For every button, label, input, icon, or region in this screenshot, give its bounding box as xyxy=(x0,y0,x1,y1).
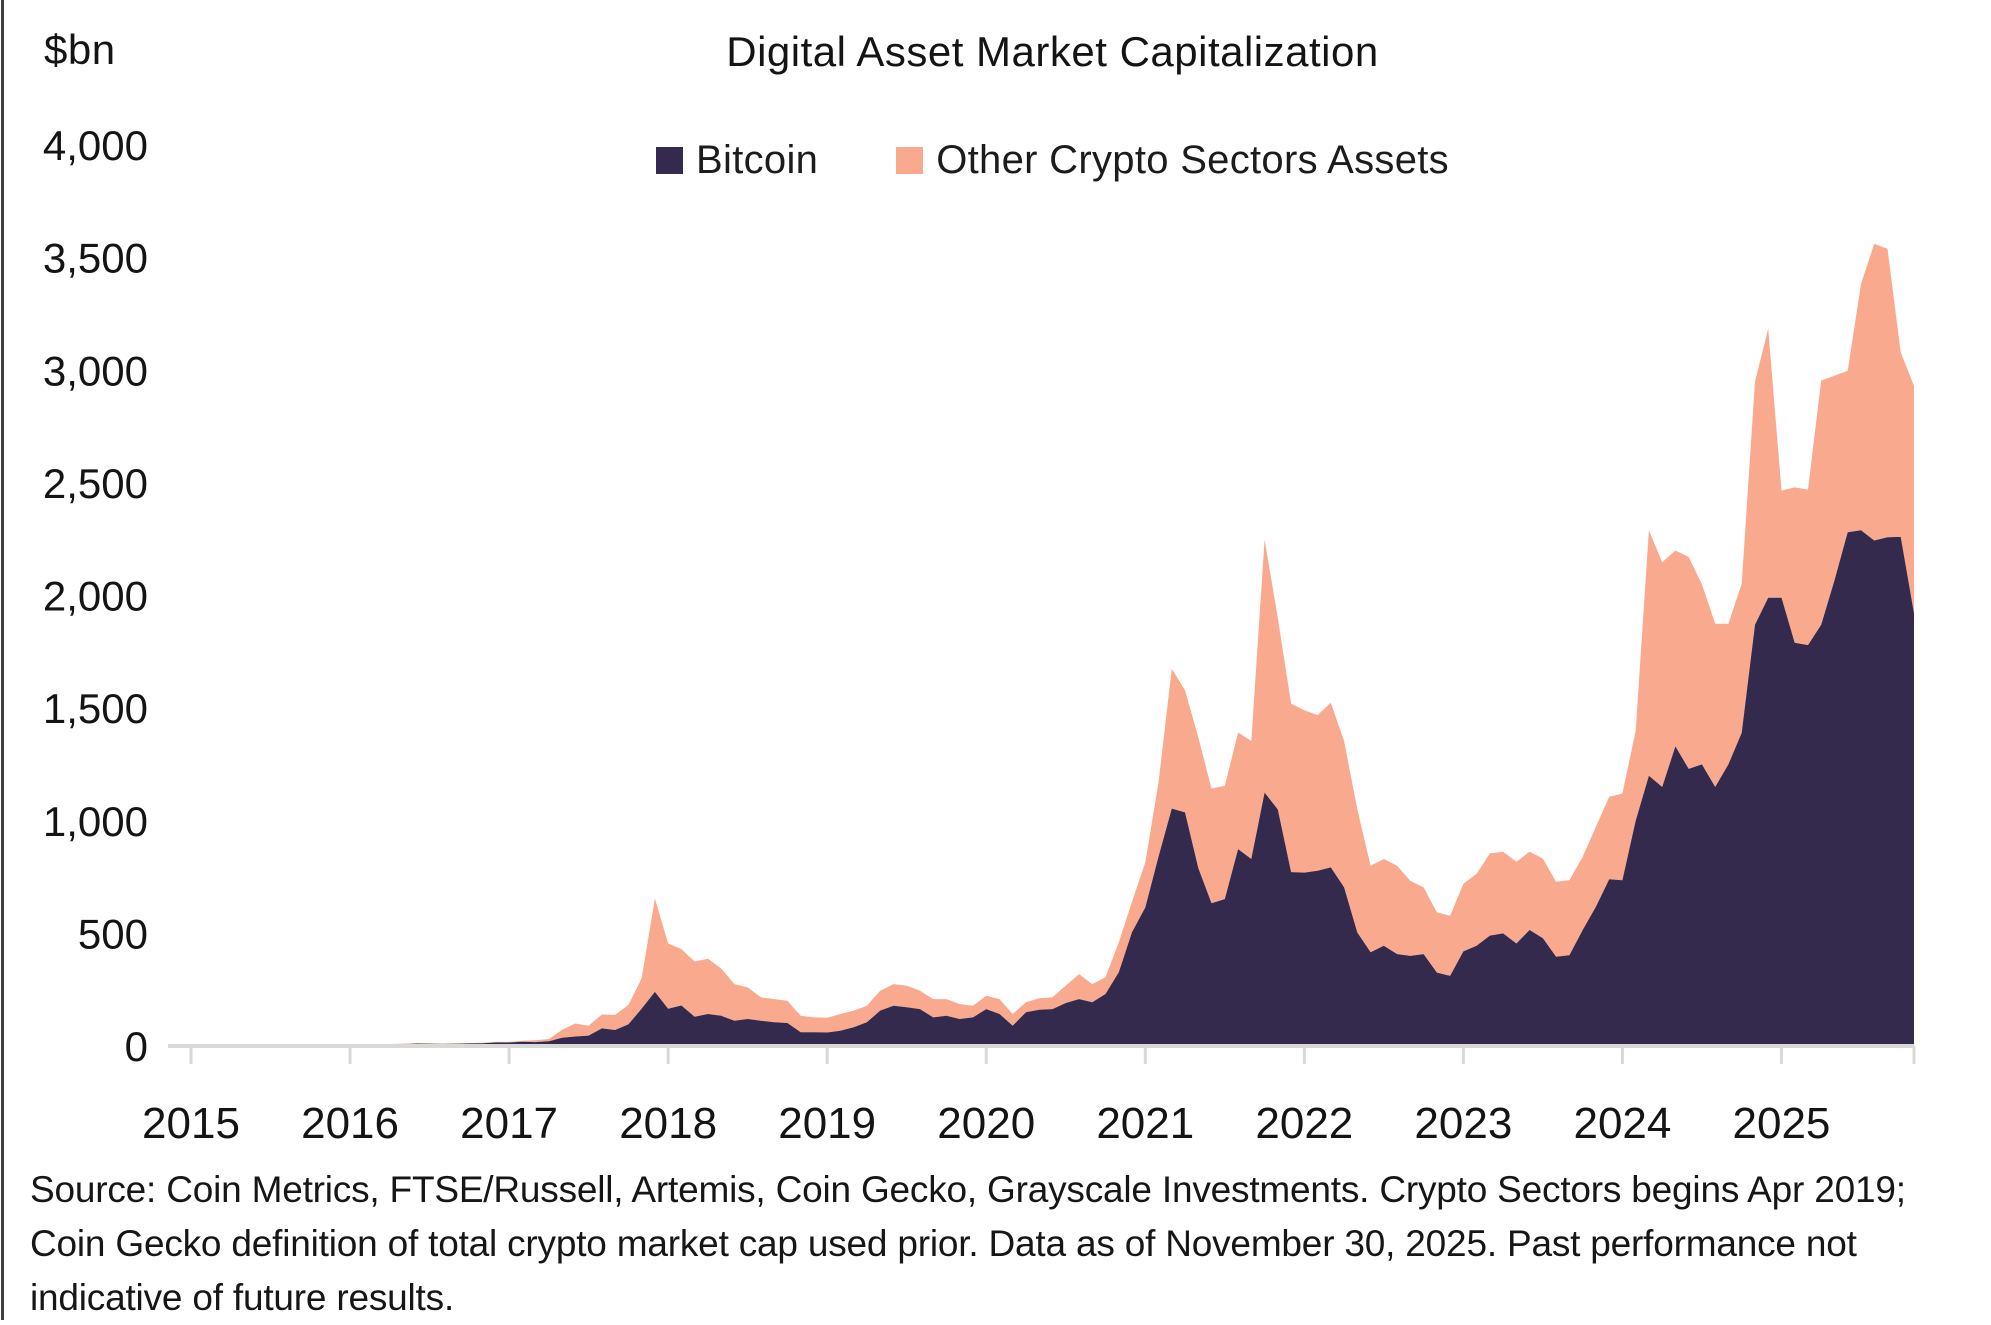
x-axis-labels: 2015 2016 2017 2018 2019 2020 2021 2022 2023 2024… xyxy=(142,1099,1830,1148)
source-footnote: Source: Coin Metrics, FTSE/Russell, Arte… xyxy=(30,1169,1906,1318)
chart-legend: Bitcoin Other Crypto Sectors Assets xyxy=(191,138,1914,183)
y-axis-labels: 0 500 1,000 1,500 2,000 2,500 3,000 3,500 4,000 xyxy=(43,122,148,1070)
y-tick-label: 3,500 xyxy=(43,235,148,282)
legend-item-bitcoin: Bitcoin xyxy=(656,138,818,183)
y-tick-label: 1,000 xyxy=(43,798,148,845)
x-tick-label: 2017 xyxy=(460,1099,558,1148)
y-tick-label: 4,000 xyxy=(43,122,148,169)
x-tick-label: 2015 xyxy=(142,1099,240,1148)
y-tick-label: 0 xyxy=(125,1023,148,1070)
x-tick-label: 2025 xyxy=(1733,1099,1831,1148)
y-tick-label: 1,500 xyxy=(43,685,148,732)
chart-areas xyxy=(191,243,1914,1046)
chart-title: Digital Asset Market Capitalization xyxy=(726,28,1379,75)
y-tick-label: 2,500 xyxy=(43,460,148,507)
x-axis xyxy=(168,1044,1916,1064)
x-tick-label: 2019 xyxy=(778,1099,876,1148)
y-tick-label: 2,000 xyxy=(43,573,148,620)
x-tick-label: 2021 xyxy=(1096,1099,1194,1148)
legend-label-other: Other Crypto Sectors Assets xyxy=(936,138,1449,182)
other-crypto-swatch-icon xyxy=(896,147,924,174)
y-tick-label: 3,000 xyxy=(43,347,148,394)
x-tick-label: 2018 xyxy=(619,1099,717,1148)
legend-label-bitcoin: Bitcoin xyxy=(696,138,819,182)
x-tick-label: 2023 xyxy=(1414,1099,1512,1148)
x-tick-label: 2022 xyxy=(1255,1099,1353,1148)
x-tick-label: 2016 xyxy=(301,1099,399,1148)
legend-item-other: Other Crypto Sectors Assets xyxy=(896,138,1449,183)
x-tick-label: 2024 xyxy=(1573,1099,1671,1148)
window-left-edge xyxy=(1,0,4,1320)
x-tick-label: 2020 xyxy=(937,1099,1035,1148)
y-tick-label: 500 xyxy=(78,910,148,957)
area-bitcoin xyxy=(191,530,1914,1046)
bitcoin-swatch-icon xyxy=(656,147,684,174)
y-axis-unit-label: $bn xyxy=(44,26,116,73)
